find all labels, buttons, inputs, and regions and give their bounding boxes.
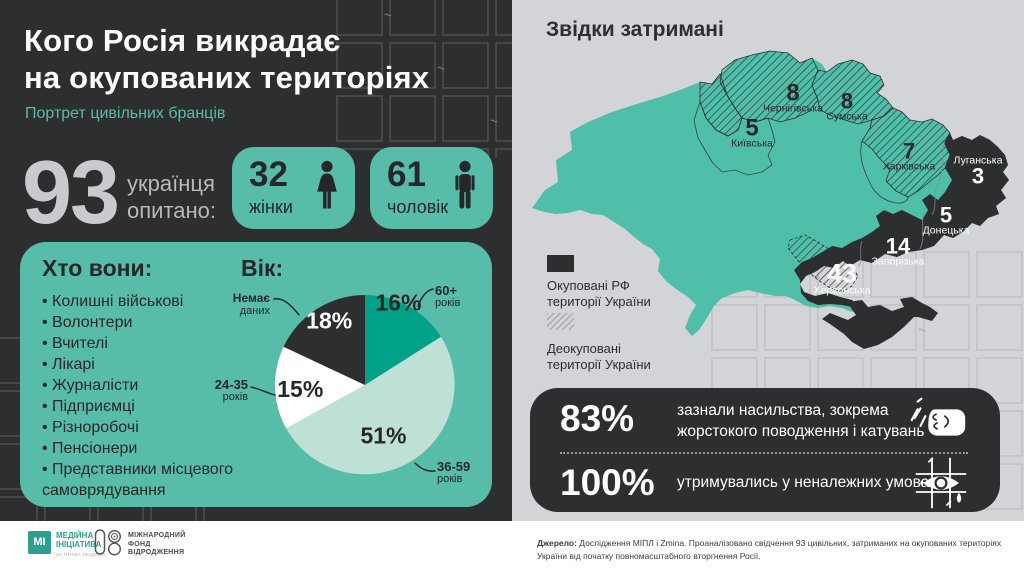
who-list-item: Волонтери [42,312,247,333]
women-stat-card: 32 жінки [232,147,355,229]
source-note: Джерело: Дослідження МІПЛ і Zmina. Проан… [537,538,1002,561]
abuse-stats-card: 83% зазнали насильства, зокрема жорстоко… [530,388,1000,512]
dotted-divider [560,452,968,454]
surveyed-count: 93 [22,143,120,243]
legend-deoccupied-swatch [547,313,574,332]
pie-label-no-data: Немає даних [232,291,270,318]
legend-deoccupied-label: Деокуповані території України [547,341,651,372]
who-they-are-card: 16% 51% 15% 18% Хто вони: Вік: Колишні війс… [20,242,492,507]
region-label-donetska: 5 Донецька [922,202,970,237]
map-oblast-borders [693,100,909,204]
region-label-chernihivska: 8 Чернігівська [763,79,823,115]
source-label: Джерело: [537,538,577,548]
pie-slice-60+ років [365,295,441,385]
region-label-khersonska: 43 Херсонська [813,258,871,297]
footer: МІ МЕДІЙНА ІНІЦІАТИВА ЗА ПРАВА ЛЮДИНИ МІ… [0,521,1024,576]
who-list-item: Колишні військові [42,291,247,312]
pie-slice-Немає даних [283,295,365,385]
who-list-item: Представники місцевого самоврядування [42,459,247,501]
region-label-luhanska: Луганська 3 [953,154,1003,189]
stat-83-text: зазнали насильства, зокрема жорстокого п… [677,402,925,440]
title-line-1: Кого Росія викрадає [24,23,341,58]
who-title: Хто вони: [42,255,153,281]
pie-label-60plus: 60+ років [435,283,461,309]
stat-100-text: утримувались у неналежних умовах [677,474,938,491]
renaissance-foundation-logo [94,529,122,556]
pie-slice-36-59 років [286,336,455,475]
map-panel: Звідки затримані [512,0,1024,521]
man-icon [455,160,475,209]
region-label-sumska: 8 Сумська [826,88,868,123]
who-list-item: Пенсіонери [42,438,247,459]
women-label: жінки [249,197,293,217]
women-count: 32 [249,155,288,194]
region-label-kharkivska: 7 Харківська [882,138,936,173]
renaissance-foundation-logo-text: МІЖНАРОДНИЙ ФОНД ВІДРОДЖЕННЯ [128,532,186,556]
pie-percent-label: 16% [375,289,421,315]
fist-icon [910,397,966,436]
legend-occupied-label: Окуповані РФ території України [547,278,651,309]
region-label-kyivska: 5 Київська [731,114,773,150]
who-list-item: Вчителі [42,333,247,354]
pie-percent-label: 18% [306,308,352,334]
stat-83-value: 83% [560,398,635,439]
who-list-item: Лікарі [42,354,247,375]
men-stat-card: 61 чоловік [370,147,493,229]
title-line-2: на окупованих територіях [24,60,430,95]
woman-icon [317,160,337,209]
legend-occupied: Окуповані РФ території України [547,255,651,310]
left-panel: Кого Росія викрадає на окупованих терито… [0,0,512,521]
pie-slice-24-35 років [274,346,365,429]
map-title: Звідки затримані [546,18,724,41]
region-label-zaporizka: 14 Запорізька [871,233,925,268]
stat-100-value: 100% [560,462,655,503]
pie-percent-label: 51% [360,423,406,449]
media-initiative-logo: МІ [28,531,51,554]
page-subtitle: Портрет цивільних бранців [25,105,226,122]
legend-occupied-swatch [547,255,574,272]
legend-deoccupied: Деокуповані території України [547,313,651,373]
surveyed-caption: українця опитано: [127,171,216,223]
pie-label-24-35: 24-35 років [214,377,248,403]
pie-callout-lines [250,288,436,472]
age-pie-chart: 16% 51% 15% 18% [250,288,455,475]
pie-percent-label: 15% [277,376,323,402]
media-initiative-logo-text: МЕДІЙНА ІНІЦІАТИВА ЗА ПРАВА ЛЮДИНИ [56,531,106,557]
age-title: Вік: [241,255,284,281]
eye-behind-bars-icon [915,457,967,509]
page-title: Кого Росія викрадає на окупованих терито… [24,22,429,96]
men-label: чоловік [387,197,449,217]
who-list-item: Різноробочі [42,417,247,438]
pie-label-36-59: 36-59 років [437,459,471,485]
men-count: 61 [387,155,426,194]
